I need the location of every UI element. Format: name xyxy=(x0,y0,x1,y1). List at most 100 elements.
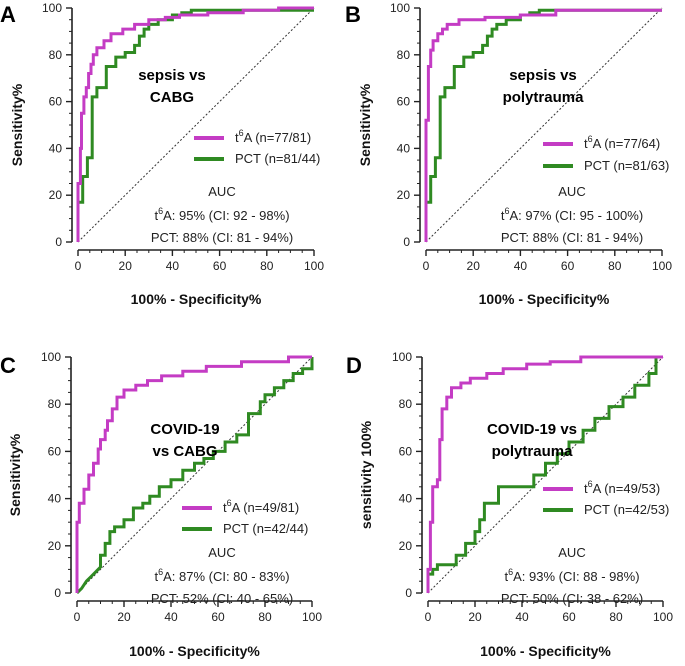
chart-title-line: polytrauma xyxy=(503,89,585,106)
y-tick-label: 20 xyxy=(48,539,62,553)
y-tick-label: 40 xyxy=(399,492,413,506)
legend-label-pct: PCT (n=42/44) xyxy=(223,521,308,536)
x-tick-label: 100 xyxy=(302,610,322,624)
x-tick-label: 0 xyxy=(75,259,82,273)
x-tick-label: 40 xyxy=(166,259,180,273)
legend-label-t6a: t6A (n=49/81) xyxy=(223,498,299,515)
chart-title-line: COVID-19 xyxy=(150,421,219,438)
x-tick-label: 80 xyxy=(609,610,623,624)
auc-header: AUC xyxy=(558,545,585,560)
y-tick-label: 20 xyxy=(397,188,411,202)
x-tick-label: 60 xyxy=(561,259,575,273)
series-line-pct xyxy=(426,355,663,593)
series-line-t6a xyxy=(426,355,663,593)
reference-diagonal xyxy=(76,356,313,594)
x-axis-title: 100% - Specificity% xyxy=(131,291,262,307)
y-tick-label: 40 xyxy=(397,141,411,155)
auc-header: AUC xyxy=(558,184,585,199)
y-tick-label: 80 xyxy=(397,48,411,62)
y-tick-label: 100 xyxy=(41,350,61,364)
y-tick-label: 40 xyxy=(49,141,63,155)
y-tick-label: 100 xyxy=(390,1,410,15)
auc-line: t6A: 93% (CI: 88 - 98%) xyxy=(504,567,639,584)
panel-letter: D xyxy=(346,353,362,378)
x-tick-label: 60 xyxy=(562,610,576,624)
chart-title-line: COVID-19 vs xyxy=(487,421,577,438)
reference-diagonal xyxy=(425,7,663,243)
x-tick-label: 40 xyxy=(514,259,528,273)
y-tick-label: 80 xyxy=(49,48,63,62)
y-tick-label: 0 xyxy=(405,586,412,600)
y-tick-label: 80 xyxy=(399,397,413,411)
x-tick-label: 0 xyxy=(423,259,430,273)
series-line-t6a xyxy=(75,355,312,593)
y-axis-title: Sensitivity% xyxy=(9,83,25,166)
series-line-t6a xyxy=(424,8,662,242)
chart-title-line: CABG xyxy=(150,89,194,106)
x-tick-label: 20 xyxy=(117,610,131,624)
y-tick-label: 40 xyxy=(48,492,62,506)
x-tick-label: 20 xyxy=(467,259,481,273)
y-axis-title: sensitivity 100% xyxy=(358,420,374,529)
x-tick-label: 40 xyxy=(515,610,529,624)
x-axis-title: 100% - Specificity% xyxy=(480,643,611,659)
x-tick-label: 0 xyxy=(425,610,432,624)
y-tick-label: 0 xyxy=(54,586,61,600)
y-tick-label: 80 xyxy=(48,397,62,411)
x-tick-label: 80 xyxy=(608,259,622,273)
x-tick-label: 80 xyxy=(260,259,274,273)
series-line-pct xyxy=(75,357,314,595)
panel-letter: C xyxy=(0,353,16,378)
y-tick-label: 100 xyxy=(392,350,412,364)
x-tick-label: 100 xyxy=(304,259,324,273)
auc-header: AUC xyxy=(208,184,235,199)
auc-line: t6A: 95% (CI: 92 - 98%) xyxy=(154,206,289,223)
panel-d: D 0 20 40 60 80 100 0 20 40 60 80 100 100% - Specific… xyxy=(346,350,673,659)
x-tick-label: 100 xyxy=(653,610,673,624)
panel-letter: B xyxy=(345,2,361,27)
auc-line: PCT: 88% (CI: 81 - 94%) xyxy=(501,230,643,245)
auc-line: t6A: 97% (CI: 95 - 100%) xyxy=(501,206,643,223)
y-tick-label: 0 xyxy=(55,235,62,249)
y-tick-label: 60 xyxy=(49,95,63,109)
auc-header: AUC xyxy=(208,545,235,560)
legend-label-pct: PCT (n=81/44) xyxy=(235,151,320,166)
x-axis-title: 100% - Specificity% xyxy=(479,291,610,307)
x-tick-label: 20 xyxy=(468,610,482,624)
panel-letter: A xyxy=(0,2,16,27)
x-tick-label: 60 xyxy=(211,610,225,624)
legend-label-pct: PCT (n=81/63) xyxy=(584,158,669,173)
y-axis-title: Sensitivity% xyxy=(7,433,23,516)
x-tick-label: 40 xyxy=(164,610,178,624)
chart-title-line: polytrauma xyxy=(492,443,574,460)
legend-label-pct: PCT (n=42/53) xyxy=(584,502,669,517)
y-tick-label: 60 xyxy=(48,444,62,458)
auc-line: PCT: 52% (CI: 40 - 65%) xyxy=(151,591,293,606)
x-tick-label: 80 xyxy=(258,610,272,624)
chart-title-line: sepsis vs xyxy=(509,67,577,84)
x-tick-label: 20 xyxy=(119,259,133,273)
y-tick-label: 100 xyxy=(42,1,62,15)
y-axis-title: Sensitivity% xyxy=(357,83,373,166)
x-tick-label: 100 xyxy=(652,259,672,273)
x-tick-label: 0 xyxy=(74,610,81,624)
chart-title-line: vs CABG xyxy=(152,443,217,460)
y-tick-label: 0 xyxy=(403,235,410,249)
y-tick-label: 60 xyxy=(397,95,411,109)
auc-line: PCT: 88% (CI: 81 - 94%) xyxy=(151,230,293,245)
panel-c: C 0 20 40 60 80 100 0 20 40 60 80 100 100% - Specific… xyxy=(0,350,322,659)
legend-label-t6a: t6A (n=49/53) xyxy=(584,479,660,496)
panel-b: B 0 20 40 60 80 100 0 20 40 60 80 100 100% - Specific… xyxy=(345,1,672,307)
legend-label-t6a: t6A (n=77/81) xyxy=(235,128,311,145)
series-line-t6a xyxy=(76,6,314,242)
legend-label-t6a: t6A (n=77/64) xyxy=(584,134,660,151)
auc-line: PCT: 50% (CI: 38 - 62%) xyxy=(501,591,643,606)
reference-diagonal xyxy=(77,7,315,243)
panel-a: A 0 20 40 60 80 100 0 20 40 60 80 100 100% - Specific… xyxy=(0,1,324,307)
auc-line: t6A: 87% (CI: 80 - 83%) xyxy=(154,567,289,584)
x-tick-label: 60 xyxy=(213,259,227,273)
x-axis-title: 100% - Specificity% xyxy=(129,643,260,659)
y-tick-label: 20 xyxy=(49,188,63,202)
y-tick-label: 20 xyxy=(399,539,413,553)
